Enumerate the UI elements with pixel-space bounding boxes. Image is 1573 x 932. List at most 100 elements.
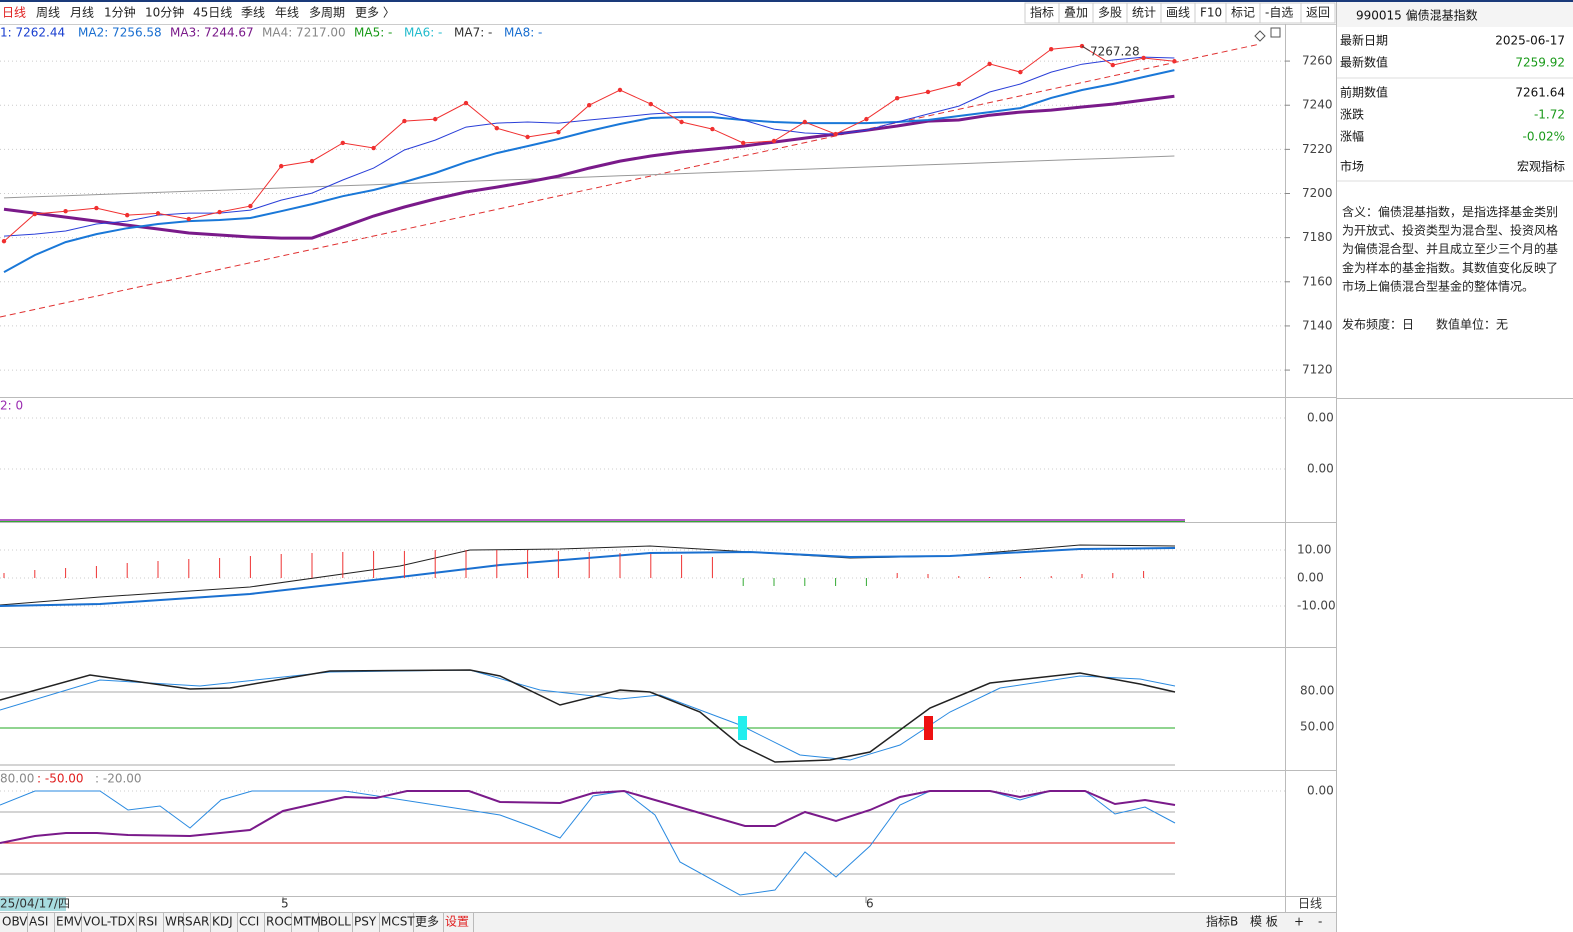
close-point xyxy=(494,125,499,131)
period-tab[interactable]: 更多 〉 xyxy=(355,6,395,20)
tool-label[interactable]: 指标 xyxy=(1030,5,1054,20)
tool-label[interactable]: F10 xyxy=(1200,6,1222,20)
y-tick-label: 7240 xyxy=(1302,98,1333,112)
ma-legend: MA8: - xyxy=(504,26,542,40)
y-tick-label: 7220 xyxy=(1302,142,1333,156)
close-point xyxy=(833,131,838,137)
annotation-arrow xyxy=(1081,45,1091,52)
close-point xyxy=(648,101,653,107)
indicator-tab[interactable]: EMV xyxy=(56,915,83,929)
close-point xyxy=(802,119,807,125)
y-tick-label: 7120 xyxy=(1302,363,1333,377)
y-tick-label: 0.00 xyxy=(1307,462,1334,476)
ma-legend: MA2: 7256.58 xyxy=(78,26,162,40)
period-tab[interactable]: 1分钟 xyxy=(104,5,136,20)
ma-legend: MA4: 7217.00 xyxy=(262,26,346,40)
series-line xyxy=(3,94,1175,240)
tool-label[interactable]: 叠加 xyxy=(1064,6,1088,20)
indicator-tab[interactable]: VOL-TDX xyxy=(83,915,135,929)
indicator-tab[interactable]: BOLL xyxy=(320,915,351,929)
y-tick-label: 7160 xyxy=(1302,274,1333,288)
y-tick-label: 10.00 xyxy=(1297,543,1331,557)
tool-label[interactable]: -自选 xyxy=(1265,6,1293,20)
close-point xyxy=(371,145,376,151)
tool-label[interactable]: 统计 xyxy=(1132,6,1156,20)
period-tab[interactable]: 多周期 xyxy=(309,6,345,20)
info-title: 990015 偏债混基指数 xyxy=(1356,8,1478,23)
close-point xyxy=(125,212,130,218)
tool-label[interactable]: 多股 xyxy=(1098,6,1122,20)
ma-legend: MA6: - xyxy=(404,26,442,40)
period-tab[interactable]: 年线 xyxy=(275,6,299,20)
indicator-tab[interactable]: PSY xyxy=(354,915,377,929)
series-line xyxy=(3,56,1175,237)
bottom-button[interactable]: - xyxy=(1318,915,1322,929)
period-tab[interactable]: 10分钟 xyxy=(145,5,184,20)
y-tick-label: 0.00 xyxy=(1307,411,1334,425)
indicator-tab[interactable]: OBV xyxy=(2,915,28,929)
indicator-tab[interactable]: CCI xyxy=(239,915,259,929)
info-key: 涨跌 xyxy=(1340,107,1364,122)
close-point xyxy=(987,61,992,67)
close-point xyxy=(925,89,931,95)
grid xyxy=(0,417,1285,792)
tool-label[interactable]: 返回 xyxy=(1306,6,1330,20)
y-tick-label: 0.00 xyxy=(1307,784,1334,798)
tool-label[interactable]: 标记 xyxy=(1231,6,1255,20)
series-line xyxy=(3,155,1175,199)
y-tick-label: 7140 xyxy=(1302,318,1333,332)
bottom-button[interactable]: 指标B xyxy=(1206,914,1238,929)
indicator-tab[interactable]: RSI xyxy=(138,915,158,929)
kdj-k xyxy=(0,669,1176,763)
info-key: 最新日期 xyxy=(1340,33,1388,48)
close-point xyxy=(32,211,37,217)
bottom-button[interactable]: 模 板 xyxy=(1250,915,1278,929)
info-key: 涨幅 xyxy=(1340,129,1364,144)
info-key: 最新数值 xyxy=(1340,55,1388,70)
y-tick-label: 50.00 xyxy=(1300,720,1334,734)
wr-1 xyxy=(0,790,1176,896)
period-tab[interactable]: 日线 xyxy=(2,6,26,20)
histogram xyxy=(3,550,1145,586)
period-tab[interactable]: 月线 xyxy=(70,6,94,20)
y-tick-label: -10.00 xyxy=(1297,599,1336,613)
panel-label: 2: 0 xyxy=(0,399,23,413)
ma-legend: MA3: 7244.67 xyxy=(170,26,254,40)
indicator-tab[interactable]: 更多 xyxy=(415,915,439,929)
close-point xyxy=(155,211,161,216)
indicator-tab[interactable]: MTM xyxy=(293,915,321,929)
series-line xyxy=(3,45,1175,242)
indicator-tab[interactable]: ROC xyxy=(266,915,292,929)
indicator-tab[interactable]: MCST xyxy=(381,915,415,929)
close-point xyxy=(248,203,253,209)
icon xyxy=(1270,27,1281,38)
period-tab[interactable]: 周线 xyxy=(36,6,60,20)
indicator-tab[interactable]: SAR xyxy=(185,915,209,929)
ma-legend: 1: 7262.44 xyxy=(0,26,65,40)
bottom-button[interactable]: + xyxy=(1294,915,1304,929)
close-point xyxy=(679,119,684,125)
tool-label[interactable]: 画线 xyxy=(1166,6,1190,20)
close-point xyxy=(340,140,345,146)
info-description: 含义：偏债混基指数，是指选择基金类别为开放式、投资类型为混合型、投资风格为偏债混… xyxy=(1342,204,1558,293)
info-header xyxy=(1337,2,1573,27)
bottom-bar xyxy=(0,913,1336,932)
indicator-tab[interactable]: KDJ xyxy=(212,915,233,929)
indicator-tab[interactable]: ASI xyxy=(29,915,48,929)
period-tab[interactable]: 45日线 xyxy=(193,6,232,20)
close-point xyxy=(309,158,315,164)
info-key: 市场 xyxy=(1340,159,1364,174)
wr-2 xyxy=(0,789,1176,844)
info-value: -1.72 xyxy=(1534,108,1565,122)
period-label: 日线 xyxy=(1298,897,1322,911)
close-point xyxy=(1049,46,1054,52)
tool-button[interactable] xyxy=(1024,2,1060,24)
period-tab[interactable]: 季线 xyxy=(241,6,265,20)
close-point xyxy=(217,209,222,215)
close-point xyxy=(186,216,191,222)
indicator-tab[interactable]: 设置 xyxy=(445,915,469,929)
indicator-tab[interactable]: WR xyxy=(165,915,185,929)
close-point xyxy=(556,129,561,135)
